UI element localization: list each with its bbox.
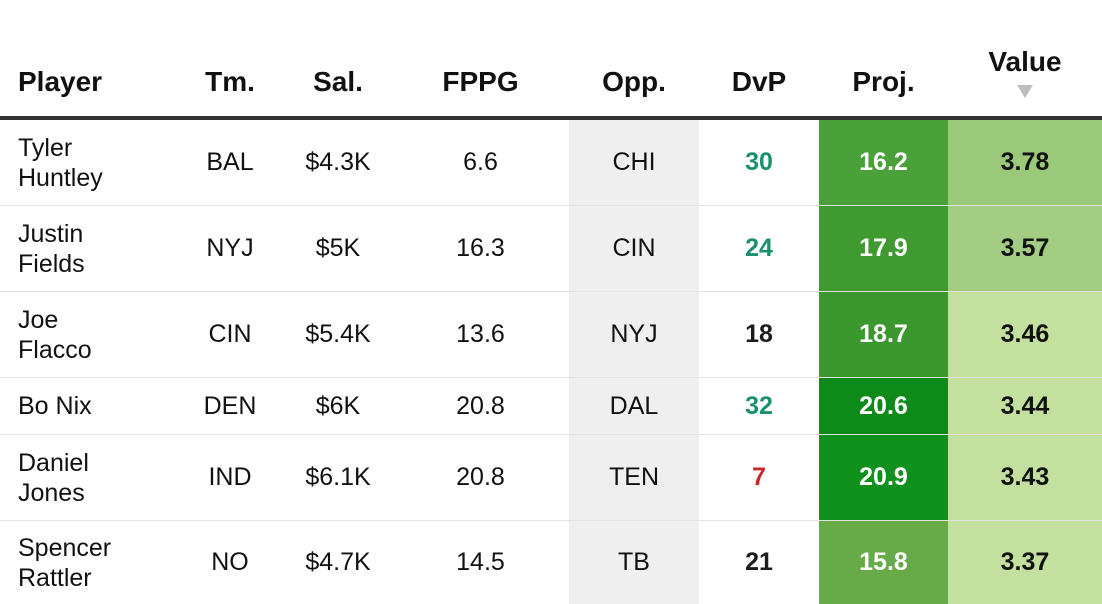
value-cell: 3.43: [948, 435, 1102, 521]
player-last-name: Jones: [18, 479, 85, 507]
opp-cell: NYJ: [569, 292, 699, 378]
value-cell: 3.44: [948, 378, 1102, 435]
header-player[interactable]: Player: [0, 0, 176, 118]
salary-cell: $6K: [284, 378, 392, 435]
header-fppg[interactable]: FPPG: [392, 0, 569, 118]
value-cell: 3.57: [948, 206, 1102, 292]
fppg-cell: 6.6: [392, 118, 569, 206]
player-first-name: Daniel: [18, 449, 89, 477]
dvp-cell: 32: [699, 378, 819, 435]
header-value[interactable]: Value: [948, 0, 1102, 118]
player-first-name: Tyler: [18, 134, 72, 162]
fppg-cell: 20.8: [392, 435, 569, 521]
salary-cell: $6.1K: [284, 435, 392, 521]
team-cell: IND: [176, 435, 284, 521]
player-name[interactable]: Bo Nix: [0, 378, 176, 435]
opp-cell: DAL: [569, 378, 699, 435]
opp-cell: CHI: [569, 118, 699, 206]
header-opp[interactable]: Opp.: [569, 0, 699, 118]
team-cell: CIN: [176, 292, 284, 378]
player-last-name: Huntley: [18, 164, 103, 192]
header-salary[interactable]: Sal.: [284, 0, 392, 118]
dvp-cell: 7: [699, 435, 819, 521]
fppg-cell: 13.6: [392, 292, 569, 378]
dvp-cell: 30: [699, 118, 819, 206]
header-value-wrap: Value: [948, 47, 1102, 98]
team-cell: NO: [176, 521, 284, 604]
proj-cell: 16.2: [819, 118, 948, 206]
dvp-cell: 24: [699, 206, 819, 292]
player-last-name: Fields: [18, 250, 85, 278]
header-team[interactable]: Tm.: [176, 0, 284, 118]
proj-cell: 17.9: [819, 206, 948, 292]
player-last-name: Rattler: [18, 564, 92, 592]
player-first-name: Spencer: [18, 534, 111, 562]
opp-cell: CIN: [569, 206, 699, 292]
fppg-cell: 14.5: [392, 521, 569, 604]
player-full-name: Bo Nix: [18, 392, 92, 420]
header-value-label: Value: [988, 47, 1061, 77]
opp-cell: TB: [569, 521, 699, 604]
dvp-cell: 21: [699, 521, 819, 604]
dvp-cell: 18: [699, 292, 819, 378]
fppg-cell: 16.3: [392, 206, 569, 292]
player-last-name: Flacco: [18, 336, 92, 364]
team-cell: BAL: [176, 118, 284, 206]
proj-cell: 15.8: [819, 521, 948, 604]
player-first-name: Justin: [18, 220, 83, 248]
player-first-name: Joe: [18, 306, 58, 334]
table-header-row: Player Tm. Sal. FPPG Opp. DvP Proj. Valu…: [0, 0, 1102, 118]
sort-desc-arrow-icon[interactable]: [1017, 85, 1033, 98]
salary-cell: $5K: [284, 206, 392, 292]
value-cell: 3.78: [948, 118, 1102, 206]
value-cell: 3.46: [948, 292, 1102, 378]
fppg-cell: 20.8: [392, 378, 569, 435]
team-cell: DEN: [176, 378, 284, 435]
header-proj[interactable]: Proj.: [819, 0, 948, 118]
proj-cell: 20.9: [819, 435, 948, 521]
salary-cell: $4.3K: [284, 118, 392, 206]
opp-cell: TEN: [569, 435, 699, 521]
header-dvp[interactable]: DvP: [699, 0, 819, 118]
proj-cell: 20.6: [819, 378, 948, 435]
salary-cell: $4.7K: [284, 521, 392, 604]
table-row[interactable]: Bo Nix DEN $6K 20.8 DAL 32 20.6 3.44: [0, 378, 1102, 435]
proj-cell: 18.7: [819, 292, 948, 378]
salary-cell: $5.4K: [284, 292, 392, 378]
value-cell: 3.37: [948, 521, 1102, 604]
team-cell: NYJ: [176, 206, 284, 292]
